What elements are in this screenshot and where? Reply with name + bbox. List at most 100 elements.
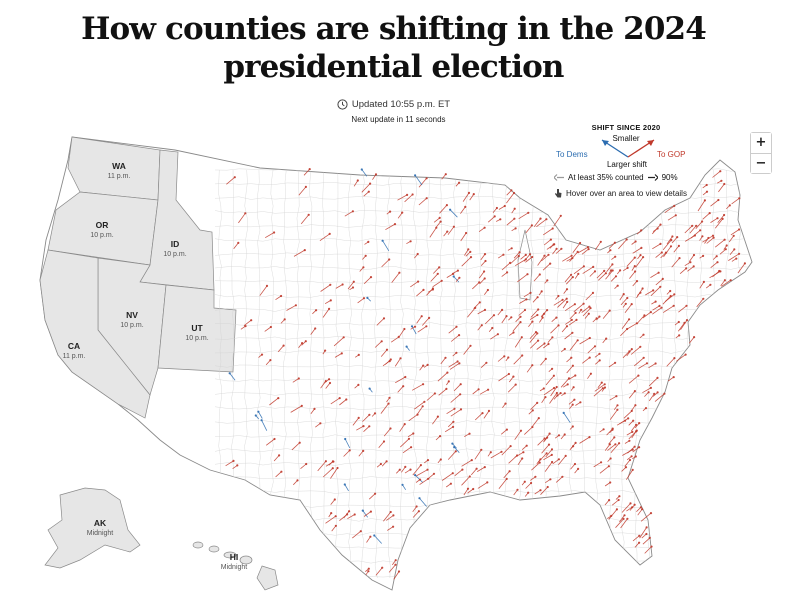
county-shift-arrowhead: [555, 316, 558, 319]
county-shift-arrowhead: [345, 398, 348, 401]
county-shift-arrowhead: [438, 216, 441, 219]
county-shift-arrow: [555, 476, 563, 483]
zoom-out-button[interactable]: −: [751, 153, 771, 173]
county-shift-arrow: [626, 506, 633, 512]
county-shift-arrowhead: [351, 286, 355, 289]
county-shift-arrow: [673, 245, 680, 253]
county-shift-arrowhead: [570, 318, 573, 321]
county-shift-arrow: [433, 217, 440, 223]
county-shift-arrowhead: [418, 478, 422, 481]
county-shift-arrow: [718, 183, 725, 193]
county-shift-arrow: [594, 241, 602, 251]
county-shift-arrow: [414, 401, 425, 410]
county-shift-arrowhead: [618, 495, 621, 498]
state-shape-ut[interactable]: [157, 284, 237, 373]
county-shift-arrow: [383, 428, 391, 437]
county-shift-arrowhead: [428, 316, 431, 319]
county-shift-arrowhead: [440, 279, 443, 282]
county-shift-arrowhead: [660, 306, 663, 309]
county-shift-arrow: [366, 536, 371, 543]
county-shift-arrowhead: [641, 287, 644, 290]
state-shape-ca[interactable]: [39, 249, 151, 419]
county-shift-arrowhead: [517, 254, 520, 258]
county-shift-arrow: [376, 318, 385, 326]
county-shift-arrow: [501, 445, 511, 456]
page-title: How counties are shifting in the 2024 pr…: [0, 10, 787, 86]
zoom-in-button[interactable]: +: [751, 133, 771, 153]
state-shape-id[interactable]: [139, 149, 215, 291]
county-shift-arrowhead: [381, 239, 384, 242]
county-shift-arrow: [353, 180, 359, 187]
county-shift-arrowhead: [387, 402, 390, 405]
county-shift-arrowhead: [654, 300, 657, 303]
county-shift-arrowhead: [483, 308, 487, 311]
county-shift-arrow: [497, 309, 503, 316]
county-shift-arrow: [638, 362, 648, 369]
svg-text:HI: HI: [230, 552, 239, 562]
county-shift-arrow: [259, 285, 268, 296]
svg-text:WA: WA: [112, 161, 126, 171]
county-shift-arrowhead: [649, 386, 653, 389]
contiguous-us-outline[interactable]: [39, 136, 753, 591]
county-shift-arrow: [472, 282, 480, 290]
svg-text:10 p.m.: 10 p.m.: [163, 251, 186, 258]
county-shift-arrowhead: [642, 356, 645, 359]
county-shift-arrow: [361, 169, 368, 177]
county-shift-arrow: [627, 446, 635, 454]
clock-icon: [337, 99, 348, 110]
county-shift-arrowhead: [461, 468, 464, 471]
county-shift-arrow: [478, 271, 485, 279]
state-shape-hi[interactable]: [192, 541, 279, 591]
county-shift-arrowhead: [543, 254, 546, 257]
county-shift-arrow: [699, 281, 705, 289]
county-shift-arrowhead: [505, 477, 508, 480]
state-shape-ak[interactable]: [44, 487, 141, 569]
state-shape-or[interactable]: [47, 191, 159, 266]
county-shift-arrow: [573, 265, 585, 275]
county-shift-arrow: [453, 383, 461, 392]
county-shift-arrow: [397, 385, 404, 393]
county-shift-arrow: [526, 364, 533, 373]
county-shift-arrowhead: [571, 276, 574, 279]
county-shift-arrow: [401, 466, 406, 473]
county-shift-arrowhead: [723, 238, 726, 241]
county-shift-arrowhead: [645, 362, 649, 365]
county-shift-arrowhead: [512, 191, 516, 195]
county-shift-arrow: [362, 414, 370, 422]
county-shift-arrowhead: [364, 254, 367, 257]
county-shift-arrowhead: [645, 532, 648, 536]
county-shift-arrowhead: [565, 297, 568, 300]
county-shift-arrowhead: [414, 174, 417, 177]
county-shift-arrowhead: [432, 472, 436, 475]
county-shift-arrowhead: [582, 265, 586, 268]
county-shift-arrowhead: [373, 534, 376, 537]
county-shift-arrow: [258, 411, 263, 419]
county-shift-arrow: [635, 256, 644, 268]
county-shift-arrowhead: [634, 270, 637, 273]
county-shift-arrowhead: [501, 308, 504, 311]
county-shift-arrow: [636, 288, 643, 299]
county-shift-arrow: [416, 315, 423, 324]
county-shift-arrow: [581, 248, 589, 255]
county-shift-arrow: [566, 365, 574, 374]
state-label-wa: WA 11 p.m.: [108, 161, 131, 180]
county-shift-arrowhead: [565, 325, 569, 328]
county-shift-arrow: [688, 336, 695, 344]
county-shift-arrowhead: [332, 460, 335, 463]
county-shift-arrow: [467, 307, 476, 318]
county-shift-arrowhead: [407, 437, 411, 440]
county-shift-arrowhead: [257, 410, 260, 413]
county-shift-arrowhead: [628, 458, 632, 462]
county-shift-arrowhead: [521, 457, 524, 460]
county-shift-arrowhead: [522, 451, 525, 454]
county-shift-arrow: [594, 383, 605, 392]
county-shift-arrow: [418, 197, 427, 206]
county-shift-arrowhead: [624, 302, 627, 305]
county-shift-arrow: [573, 303, 584, 313]
county-shift-arrow: [414, 474, 423, 483]
county-shift-arrowhead: [609, 249, 612, 252]
county-shift-arrowhead: [663, 392, 666, 395]
county-shift-arrow: [564, 332, 573, 340]
county-shift-arrowhead: [341, 283, 344, 286]
